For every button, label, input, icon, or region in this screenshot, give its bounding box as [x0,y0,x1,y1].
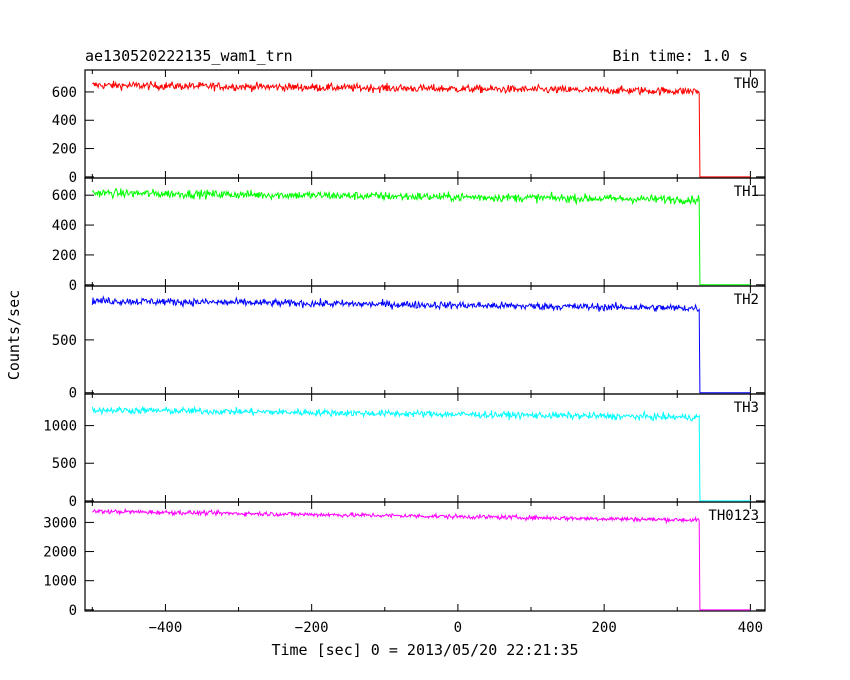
y-tick-label: 600 [52,85,77,101]
x-axis-label: Time [sec] 0 = 2013/05/20 22:21:35 [271,641,578,659]
y-tick-label: 2000 [43,545,77,561]
y-tick-label: 1000 [43,574,77,590]
x-tick-label: 200 [591,620,616,636]
panel-label: TH2 [734,292,759,308]
y-tick-label: 1000 [43,419,77,435]
panel-label: TH0123 [708,508,759,524]
y-tick-label: 200 [52,248,77,264]
panel-th0: 0 200 400 600 TH0 [52,69,766,186]
x-tick-label: 400 [738,620,763,636]
y-tick-label: 3000 [43,515,77,531]
y-tick-label: 600 [52,188,77,204]
y-tick-label: 400 [52,218,77,234]
y-tick-label: 0 [69,603,77,619]
y-tick-label: 200 [52,142,77,158]
y-tick-label: 0 [69,494,77,510]
panel-th0123: 0 1000 2000 3000 TH0123 [43,501,766,619]
panel-frame [84,501,766,612]
panel-label: TH1 [734,184,759,200]
chart-title-left: ae130520222135_wam1_trn [85,47,293,65]
panel-label: TH3 [734,400,759,416]
panel-label: TH0 [734,76,759,92]
y-tick-label: 0 [69,386,77,402]
chart-title-right: Bin time: 1.0 s [613,47,748,65]
y-tick-label: 400 [52,113,77,129]
x-tick-label: 0 [454,620,462,636]
series-line-th3 [91,405,751,502]
series-line-th1 [91,188,751,286]
panel-th1: 0 200 400 600 TH1 [52,177,766,294]
series-line-th0 [91,80,751,178]
y-axis-label: Counts/sec [5,290,23,380]
y-tick-label: 0 [69,278,77,294]
series-line-th0123 [92,507,751,611]
panel-th3: 0 500 1000 TH3 [43,393,766,510]
y-tick-label: 0 [69,170,77,186]
x-axis: −400 −200 0 200 400 [149,620,763,636]
panels-group: 0 200 400 600 TH0 0 200 400 600 TH1 0 500 TH2 0 500 100… [43,69,766,619]
series-line-th2 [91,295,751,394]
panel-frame [84,393,766,503]
x-tick-label: −400 [149,620,183,636]
y-tick-label: 500 [52,456,77,472]
panel-th2: 0 500 TH2 [52,285,766,402]
y-tick-label: 500 [52,333,77,349]
x-tick-label: −200 [295,620,329,636]
